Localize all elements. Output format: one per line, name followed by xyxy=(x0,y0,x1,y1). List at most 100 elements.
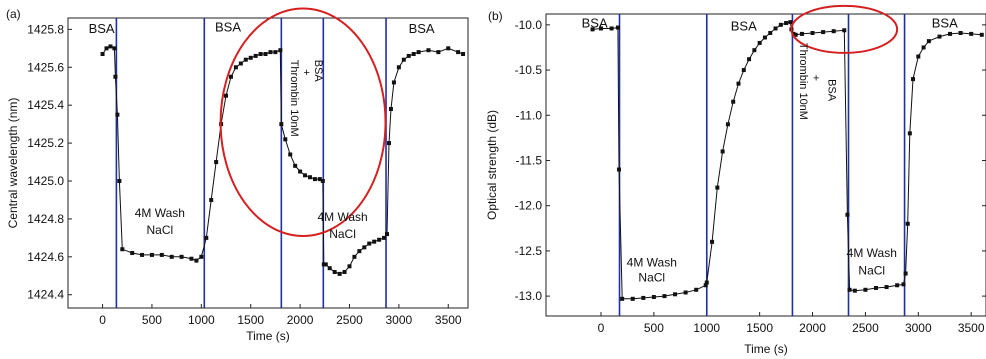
data-point xyxy=(204,235,209,240)
data-point xyxy=(630,296,635,301)
data-point xyxy=(916,54,921,59)
rotated-annotation: Thrombin 10nM xyxy=(797,43,809,120)
highlight-ellipse xyxy=(219,7,387,237)
data-point xyxy=(258,52,263,57)
data-point xyxy=(725,122,730,127)
data-point xyxy=(784,21,789,26)
data-point xyxy=(461,52,466,57)
data-point xyxy=(456,50,461,55)
data-point xyxy=(616,167,621,172)
data-point xyxy=(426,48,431,53)
annotation-label: BSA xyxy=(89,21,115,36)
plot-frame xyxy=(67,17,469,309)
x-tick-label: 1000 xyxy=(693,321,720,335)
x-tick-label: 1000 xyxy=(188,313,215,327)
data-point xyxy=(958,30,963,35)
data-point xyxy=(641,295,646,300)
data-point xyxy=(391,80,396,85)
annotation-label: 4M Wash xyxy=(135,206,185,220)
data-point xyxy=(228,74,233,79)
y-axis-title: Optical strength (dB) xyxy=(486,110,499,220)
data-point xyxy=(288,152,293,157)
y-tick-label: -12.5 xyxy=(515,244,543,258)
data-point xyxy=(248,55,253,60)
data-point xyxy=(852,288,857,293)
data-point xyxy=(903,271,908,276)
data-point xyxy=(112,46,117,51)
data-point xyxy=(312,177,317,182)
data-point xyxy=(620,296,625,301)
y-tick-label: 1424.6 xyxy=(27,250,64,264)
y-tick-label: -11.5 xyxy=(516,153,543,167)
data-point xyxy=(842,28,847,33)
rotated-annotation: + xyxy=(810,75,822,81)
data-point xyxy=(791,31,796,36)
data-point xyxy=(847,287,852,292)
rotated-annotation: + xyxy=(300,69,312,75)
y-tick-label: -12.0 xyxy=(515,199,543,213)
x-axis-title: Time (s) xyxy=(744,342,788,356)
data-point xyxy=(159,252,164,257)
data-point xyxy=(799,31,804,36)
data-point xyxy=(238,61,243,66)
data-point xyxy=(115,112,120,117)
data-point xyxy=(907,131,912,136)
data-point xyxy=(179,254,184,259)
data-point xyxy=(130,251,135,256)
series-line xyxy=(102,45,464,275)
data-point xyxy=(293,163,298,168)
data-point xyxy=(884,285,889,290)
data-point xyxy=(662,294,667,299)
data-point xyxy=(362,245,367,250)
x-tick-label: 3000 xyxy=(386,313,413,327)
data-point xyxy=(788,20,793,25)
data-point xyxy=(388,106,393,111)
y-tick-label: 1425.8 xyxy=(27,22,64,36)
data-point xyxy=(327,266,332,271)
panel-label: (b) xyxy=(488,9,503,23)
highlight-ellipse xyxy=(790,4,899,54)
data-point xyxy=(895,283,900,288)
data-point xyxy=(948,31,953,36)
data-point xyxy=(969,31,974,36)
data-point xyxy=(367,241,372,246)
data-point xyxy=(921,45,926,50)
annotation-label: BSA xyxy=(731,18,757,33)
rotated-annotation: BSA xyxy=(825,79,837,102)
data-point xyxy=(651,295,656,300)
data-point xyxy=(209,197,214,202)
panel-label: (a) xyxy=(6,7,21,21)
data-point xyxy=(704,280,709,285)
data-point xyxy=(169,254,174,259)
annotation-label: BSA xyxy=(932,16,958,31)
data-point xyxy=(224,93,229,98)
data-point xyxy=(703,283,708,288)
data-point xyxy=(401,57,406,62)
data-point xyxy=(253,53,258,58)
chart-panel-a: 0 500 1000 1500 2000 2500 3000 3500 1424.4 1424.6… xyxy=(0,0,486,359)
data-point xyxy=(762,35,767,40)
data-point xyxy=(233,65,238,70)
data-point xyxy=(926,39,931,44)
data-point xyxy=(263,52,268,57)
chart-a-svg: 0 500 1000 1500 2000 2500 3000 3500 1424.4 1424.6… xyxy=(6,7,469,343)
data-point xyxy=(323,262,328,267)
data-point xyxy=(720,149,725,154)
plot-frame xyxy=(545,13,986,317)
data-point xyxy=(845,212,850,217)
data-point xyxy=(377,237,382,242)
y-tick-label: 1425.2 xyxy=(27,136,64,150)
annotation-label: 4M Wash xyxy=(627,255,677,269)
data-point xyxy=(599,26,603,31)
data-point xyxy=(768,30,773,35)
data-point xyxy=(332,269,337,274)
x-tick-label: 2500 xyxy=(336,313,363,327)
x-tick-label: 0 xyxy=(99,313,106,327)
data-point xyxy=(199,254,204,259)
data-point xyxy=(810,30,815,35)
x-tick-label: 500 xyxy=(644,321,664,335)
y-tick-label: 1425.6 xyxy=(27,60,64,74)
y-axis-title: Central wavelength (nm) xyxy=(6,98,20,229)
data-point xyxy=(911,77,916,82)
x-tick-label: 3500 xyxy=(958,321,985,335)
